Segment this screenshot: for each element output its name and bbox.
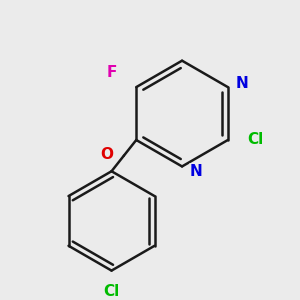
Text: Cl: Cl — [103, 284, 120, 299]
Text: O: O — [100, 146, 113, 161]
Text: N: N — [236, 76, 249, 92]
Text: F: F — [107, 65, 117, 80]
Text: N: N — [190, 164, 203, 179]
Text: Cl: Cl — [247, 133, 263, 148]
